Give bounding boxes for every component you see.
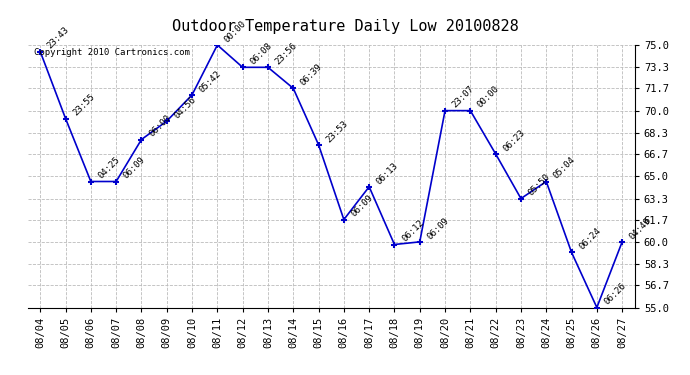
Text: 06:09: 06:09 [349, 194, 375, 219]
Text: 06:12: 06:12 [400, 218, 425, 244]
Text: 06:23: 06:23 [501, 128, 526, 153]
Text: 06:09: 06:09 [425, 216, 451, 241]
Text: 06:24: 06:24 [577, 226, 602, 252]
Text: 06:26: 06:26 [602, 281, 628, 307]
Text: 05:42: 05:42 [197, 69, 223, 94]
Text: 06:00: 06:00 [147, 113, 172, 139]
Text: 23:55: 23:55 [71, 92, 97, 118]
Text: 06:08: 06:08 [248, 41, 273, 66]
Text: 23:07: 23:07 [451, 84, 476, 110]
Text: 23:43: 23:43 [46, 26, 71, 51]
Text: 04:49: 04:49 [628, 216, 653, 241]
Text: 06:09: 06:09 [121, 155, 147, 181]
Text: 04:25: 04:25 [97, 155, 121, 181]
Text: 05:04: 05:04 [552, 155, 577, 181]
Text: 06:13: 06:13 [375, 160, 400, 186]
Text: 04:56: 04:56 [172, 95, 197, 120]
Text: 06:39: 06:39 [299, 62, 324, 87]
Text: 05:50: 05:50 [526, 172, 552, 198]
Text: 23:56: 23:56 [273, 41, 299, 66]
Text: Copyright 2010 Cartronics.com: Copyright 2010 Cartronics.com [34, 48, 190, 57]
Text: 00:00: 00:00 [223, 19, 248, 44]
Text: Outdoor Temperature Daily Low 20100828: Outdoor Temperature Daily Low 20100828 [172, 19, 518, 34]
Text: 00:00: 00:00 [476, 84, 501, 110]
Text: 23:53: 23:53 [324, 118, 349, 144]
